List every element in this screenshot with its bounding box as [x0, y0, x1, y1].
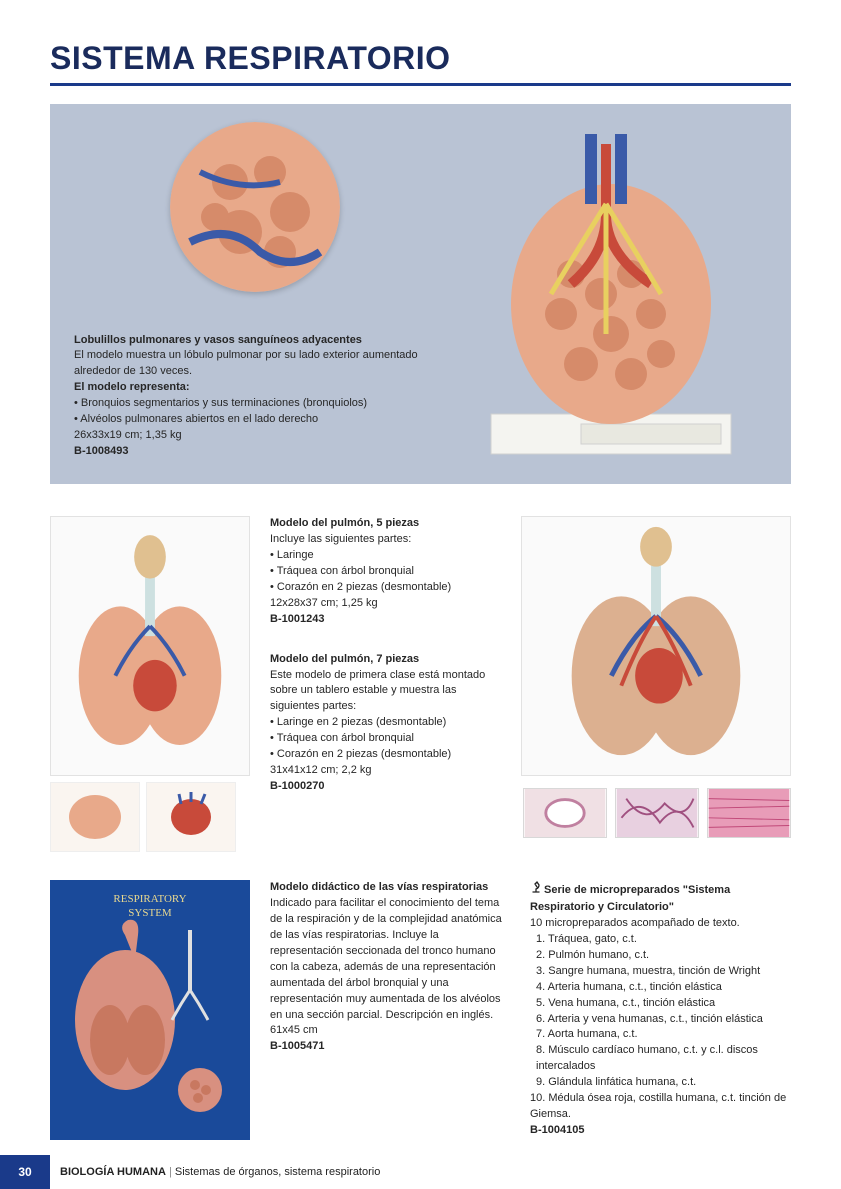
hero-title: Lobulillos pulmonares y vasos sanguíneos…: [74, 333, 454, 349]
lung5-piece-lung: [50, 782, 140, 852]
lung7-sku: B-1000270: [270, 779, 501, 795]
micro-thumb-1: [523, 788, 607, 838]
lung5-sku: B-1001243: [270, 612, 501, 628]
micro-item: 6. Arteria y vena humanas, c.t., tinción…: [530, 1012, 791, 1028]
micro-item: 4. Arteria humana, c.t., tinción elástic…: [530, 980, 791, 996]
didactic-title: Modelo didáctico de las vías respiratori…: [270, 880, 510, 896]
micro-item: 9. Glándula linfática humana, c.t.: [530, 1075, 791, 1091]
micro-sku: B-1004105: [530, 1123, 791, 1139]
lung7-desc: Este modelo de primera clase está montad…: [270, 668, 501, 716]
lung5-title: Modelo del pulmón, 5 piezas: [270, 516, 501, 532]
didactic-desc: Indicado para facilitar el conocimiento …: [270, 896, 510, 1024]
hero-sku: B-1008493: [74, 444, 454, 460]
page-number: 30: [0, 1155, 50, 1189]
micro-item: 1. Tráquea, gato, c.t.: [530, 932, 791, 948]
micro-item: 5. Vena humana, c.t., tinción elástica: [530, 996, 791, 1012]
hero-circle-image: [170, 122, 340, 292]
footer-breadcrumb: BIOLOGÍA HUMANA | Sistemas de órganos, s…: [60, 1166, 380, 1178]
micro-thumb-3: [707, 788, 791, 838]
poster-label-1: RESPIRATORY: [113, 893, 186, 905]
didactic-dims: 61x45 cm: [270, 1023, 510, 1039]
lung7-title: Modelo del pulmón, 7 piezas: [270, 652, 501, 668]
didactic-sku: B-1005471: [270, 1039, 510, 1055]
lung7-b2: • Tráquea con árbol bronquial: [270, 731, 501, 747]
didactic-image-column: RESPIRATORY SYSTEM: [50, 880, 250, 1140]
hero-bullet-2: • Alvéolos pulmonares abiertos en el lad…: [74, 412, 454, 428]
lung7-image: [521, 516, 791, 776]
micro-text: Serie de micropreparados "Sistema Respir…: [530, 880, 791, 1140]
lung7-image-column: [521, 516, 791, 852]
lung5-b2: • Tráquea con árbol bronquial: [270, 564, 501, 580]
hero-main-image: [461, 114, 761, 464]
micro-thumb-2: [615, 788, 699, 838]
middle-text-column: Modelo del pulmón, 5 piezas Incluye las …: [270, 516, 501, 852]
footer-section: BIOLOGÍA HUMANA: [60, 1166, 166, 1178]
lung5-image: [50, 516, 250, 776]
didactic-text: Modelo didáctico de las vías respiratori…: [270, 880, 510, 1140]
lung7-b1: • Laringe en 2 piezas (desmontable): [270, 715, 501, 731]
footer-subsection: Sistemas de órganos, sistema respiratori…: [175, 1166, 380, 1178]
micro-item: 8. Músculo cardíaco humano, c.t. y c.l. …: [530, 1043, 791, 1075]
lung7-dims: 31x41x12 cm; 2,2 kg: [270, 763, 501, 779]
lung7-b3: • Corazón en 2 piezas (desmontable): [270, 747, 501, 763]
micro-item: 3. Sangre humana, muestra, tinción de Wr…: [530, 964, 791, 980]
hero-bullet-1: • Bronquios segmentarios y sus terminaci…: [74, 396, 454, 412]
didactic-poster: RESPIRATORY SYSTEM: [50, 880, 250, 1140]
lung5-dims: 12x28x37 cm; 1,25 kg: [270, 596, 501, 612]
micro-title: Serie de micropreparados "Sistema Respir…: [530, 880, 791, 916]
micro-item: 7. Aorta humana, c.t.: [530, 1027, 791, 1043]
page-title: SISTEMA RESPIRATORIO: [50, 40, 791, 86]
page-footer: 30 BIOLOGÍA HUMANA | Sistemas de órganos…: [0, 1155, 841, 1189]
lung5-b1: • Laringe: [270, 548, 501, 564]
lung5-image-column: [50, 516, 250, 852]
lung5-b3: • Corazón en 2 piezas (desmontable): [270, 580, 501, 596]
poster-label-2: SYSTEM: [128, 907, 172, 919]
micro-thumbnails: [521, 788, 791, 838]
hero-dims: 26x33x19 cm; 1,35 kg: [74, 428, 454, 444]
micro-sub: 10 micropreparados acompañado de texto.: [530, 916, 791, 932]
hero-desc: El modelo muestra un lóbulo pulmonar por…: [74, 348, 454, 380]
hero-panel: Lobulillos pulmonares y vasos sanguíneos…: [50, 104, 791, 484]
micro-item: 2. Pulmón humano, c.t.: [530, 948, 791, 964]
lung5-sub: Incluye las siguientes partes:: [270, 532, 501, 548]
hero-text: Lobulillos pulmonares y vasos sanguíneos…: [74, 333, 454, 461]
microscope-icon: [530, 880, 542, 900]
hero-subtitle: El modelo representa:: [74, 380, 454, 396]
micro-item: 10. Médula ósea roja, costilla humana, c…: [530, 1091, 791, 1123]
lung5-piece-heart: [146, 782, 236, 852]
